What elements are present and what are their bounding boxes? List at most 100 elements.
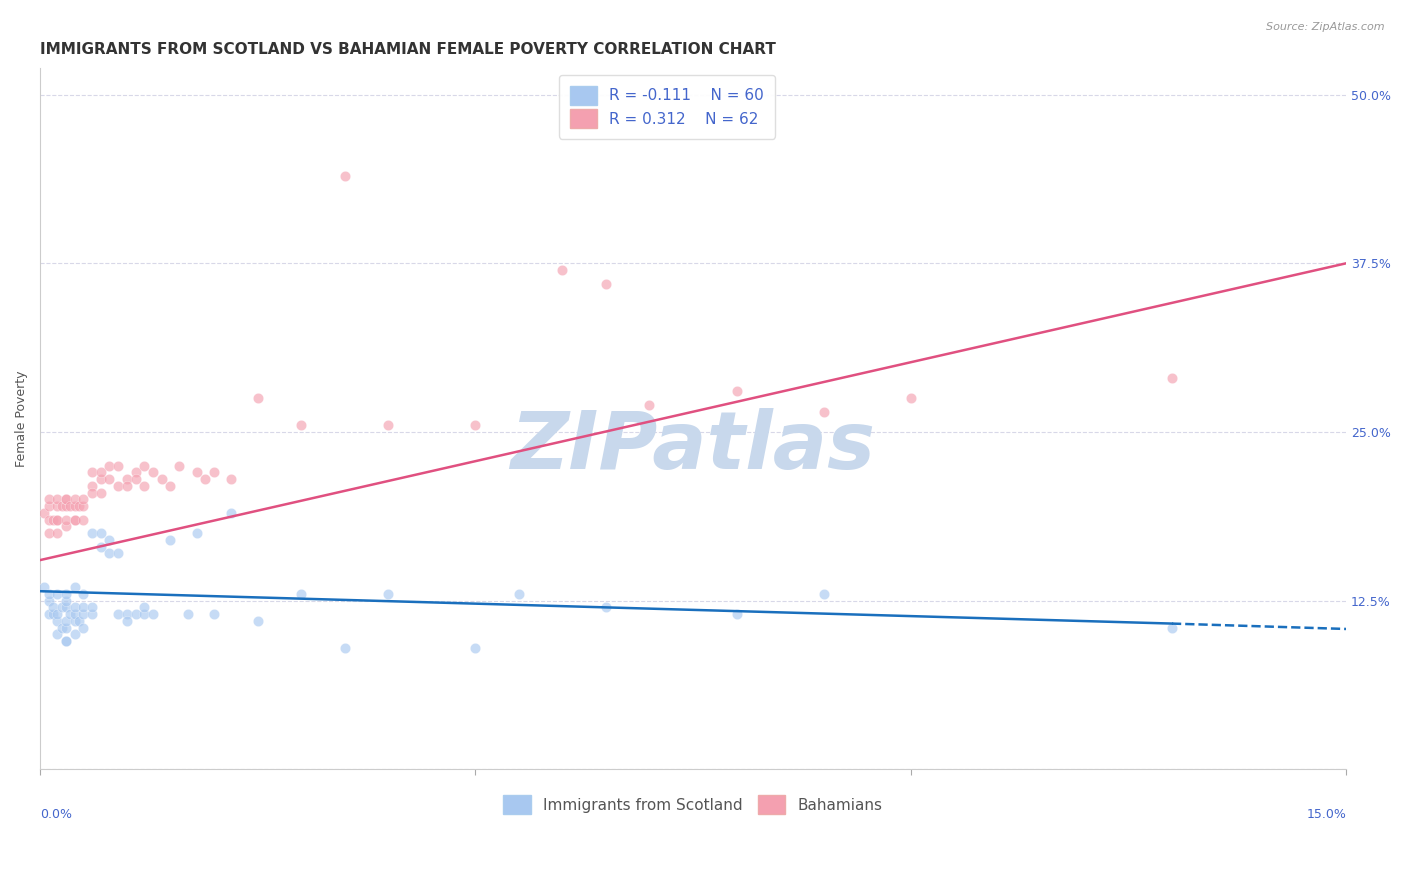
- Point: [72, 513, 94, 527]
- Point: [290, 418, 312, 433]
- Point: [51, 600, 73, 615]
- Point: [551, 263, 574, 277]
- Point: [80, 466, 103, 480]
- Point: [55, 499, 77, 513]
- Point: [124, 472, 146, 486]
- Point: [51, 621, 73, 635]
- Point: [595, 600, 617, 615]
- Point: [90, 466, 112, 480]
- Point: [46, 587, 69, 601]
- Point: [67, 499, 90, 513]
- Point: [159, 479, 181, 493]
- Point: [98, 458, 121, 473]
- Point: [159, 533, 181, 547]
- Point: [221, 506, 243, 520]
- Point: [813, 587, 835, 601]
- Point: [464, 640, 486, 655]
- Point: [725, 384, 748, 399]
- Point: [98, 472, 121, 486]
- Point: [46, 614, 69, 628]
- Point: [38, 492, 60, 507]
- Point: [63, 513, 86, 527]
- Text: Source: ZipAtlas.com: Source: ZipAtlas.com: [1267, 22, 1385, 32]
- Point: [638, 398, 661, 412]
- Point: [107, 607, 129, 621]
- Point: [63, 627, 86, 641]
- Text: 15.0%: 15.0%: [1306, 808, 1346, 821]
- Point: [115, 614, 138, 628]
- Point: [725, 607, 748, 621]
- Point: [72, 600, 94, 615]
- Text: ZIPatlas: ZIPatlas: [510, 408, 876, 485]
- Point: [46, 499, 69, 513]
- Point: [900, 391, 922, 405]
- Point: [90, 526, 112, 541]
- Point: [55, 587, 77, 601]
- Point: [202, 466, 225, 480]
- Point: [38, 513, 60, 527]
- Point: [115, 607, 138, 621]
- Point: [464, 418, 486, 433]
- Point: [46, 627, 69, 641]
- Point: [32, 580, 55, 594]
- Point: [55, 492, 77, 507]
- Point: [72, 499, 94, 513]
- Point: [186, 526, 208, 541]
- Point: [55, 492, 77, 507]
- Point: [186, 466, 208, 480]
- Point: [55, 634, 77, 648]
- Point: [38, 593, 60, 607]
- Point: [177, 607, 200, 621]
- Point: [59, 499, 82, 513]
- Point: [107, 479, 129, 493]
- Point: [595, 277, 617, 291]
- Point: [90, 540, 112, 554]
- Point: [63, 513, 86, 527]
- Point: [63, 600, 86, 615]
- Point: [80, 607, 103, 621]
- Point: [246, 391, 269, 405]
- Point: [63, 492, 86, 507]
- Point: [813, 405, 835, 419]
- Point: [333, 169, 356, 183]
- Point: [134, 607, 156, 621]
- Point: [377, 418, 399, 433]
- Legend: Immigrants from Scotland, Bahamians: Immigrants from Scotland, Bahamians: [492, 785, 893, 825]
- Point: [38, 526, 60, 541]
- Point: [80, 485, 103, 500]
- Point: [377, 587, 399, 601]
- Point: [63, 607, 86, 621]
- Point: [63, 580, 86, 594]
- Point: [167, 458, 190, 473]
- Text: 0.0%: 0.0%: [39, 808, 72, 821]
- Point: [80, 526, 103, 541]
- Point: [46, 513, 69, 527]
- Point: [72, 607, 94, 621]
- Point: [90, 485, 112, 500]
- Text: IMMIGRANTS FROM SCOTLAND VS BAHAMIAN FEMALE POVERTY CORRELATION CHART: IMMIGRANTS FROM SCOTLAND VS BAHAMIAN FEM…: [39, 42, 776, 57]
- Y-axis label: Female Poverty: Female Poverty: [15, 370, 28, 467]
- Point: [1161, 621, 1184, 635]
- Point: [67, 614, 90, 628]
- Point: [246, 614, 269, 628]
- Point: [134, 600, 156, 615]
- Point: [63, 614, 86, 628]
- Point: [63, 499, 86, 513]
- Point: [142, 466, 165, 480]
- Point: [46, 513, 69, 527]
- Point: [115, 472, 138, 486]
- Point: [38, 499, 60, 513]
- Point: [150, 472, 173, 486]
- Point: [134, 479, 156, 493]
- Point: [1161, 371, 1184, 385]
- Point: [46, 526, 69, 541]
- Point: [55, 621, 77, 635]
- Point: [42, 513, 65, 527]
- Point: [59, 607, 82, 621]
- Point: [194, 472, 217, 486]
- Point: [80, 479, 103, 493]
- Point: [142, 607, 165, 621]
- Point: [55, 614, 77, 628]
- Point: [508, 587, 530, 601]
- Point: [90, 472, 112, 486]
